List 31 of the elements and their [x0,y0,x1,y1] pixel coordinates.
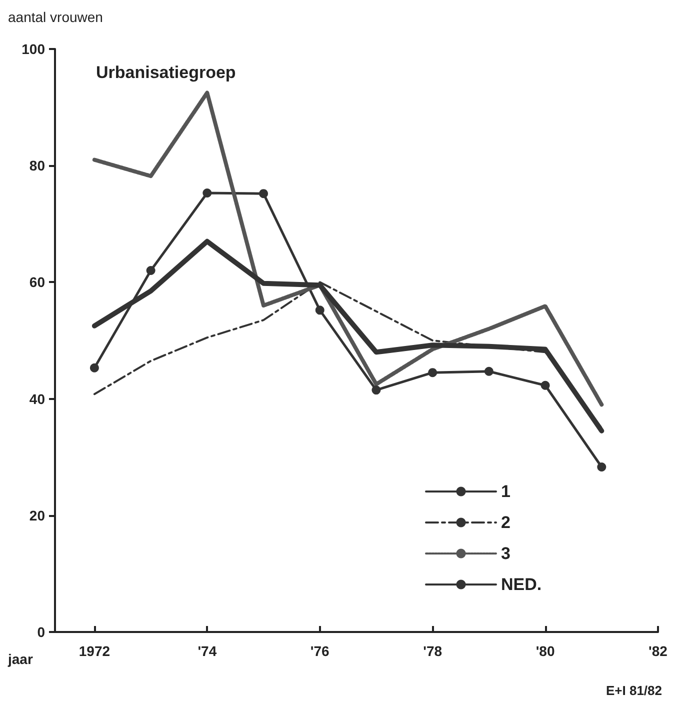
legend-label: 2 [501,513,510,532]
y-tick-label: 80 [29,158,46,174]
legend-label: 3 [501,544,510,563]
x-axis-title: jaar [7,651,34,667]
point [90,363,99,372]
y-tick-label: 0 [37,624,46,640]
point [146,266,156,276]
y-axis-title: aantal vrouwen [8,9,103,25]
point [428,368,438,378]
legend-label: 1 [501,482,510,501]
x-tick-label: '82 [648,643,668,659]
point [315,306,324,315]
line-series [92,90,604,407]
legend-label: NED. [501,575,542,594]
point [202,188,212,198]
y-tick-label: 100 [22,41,46,57]
x-tick-label: '74 [198,643,217,659]
point [540,380,550,390]
x-tick-label: 1972 [78,643,110,659]
point [597,462,606,472]
x-tick-label: '78 [423,643,442,659]
x-tick-label: '76 [310,643,330,659]
point [372,386,381,395]
y-tick-label: 40 [29,390,46,407]
point [259,189,268,198]
x-tick-label: '80 [536,643,555,659]
y-tick-label: 20 [29,507,46,524]
legend-title: Urbanisatiegroep [96,63,236,82]
text: E+I 81/82 [606,683,662,698]
y-tick-label: 60 [29,274,46,290]
point [484,366,494,376]
